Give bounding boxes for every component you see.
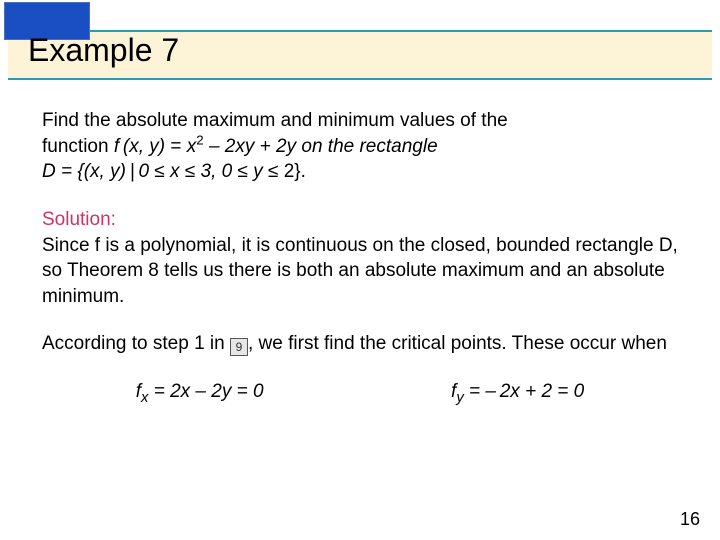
equations-row: fx = 2x – 2y = 0 fy = – 2x + 2 = 0 — [42, 379, 678, 405]
solution-p1-text: Since f is a polynomial, it is continuou… — [42, 235, 678, 307]
equation-fx: fx = 2x – 2y = 0 — [136, 379, 264, 405]
solution-paragraph-1: Solution: Since f is a polynomial, it is… — [42, 207, 678, 310]
header-block: Example 7 — [0, 0, 720, 85]
solution-paragraph-2: According to step 1 in 9, we first find … — [42, 331, 678, 357]
page-number: 16 — [680, 509, 700, 530]
func-x: x — [187, 136, 197, 157]
problem-line2-pre: function — [42, 136, 114, 157]
page-title: Example 7 — [28, 32, 179, 69]
func-eq: = — [165, 136, 187, 157]
leq2: ≤ — [185, 161, 195, 182]
solution-label: Solution: — [42, 209, 116, 230]
p2-post: , we first find the critical points. The… — [248, 333, 667, 354]
fy-rhs: = – 2x + 2 = 0 — [464, 381, 585, 402]
domain-mid1: x — [165, 161, 185, 182]
problem-statement: Find the absolute maximum and minimum va… — [42, 108, 678, 185]
boxed-step-icon: 9 — [230, 338, 248, 356]
equation-fy: fy = – 2x + 2 = 0 — [451, 379, 584, 405]
func-lhs: f (x, y) — [114, 136, 165, 157]
leq1: ≤ — [154, 161, 164, 182]
leq3: ≤ — [238, 161, 248, 182]
leq4: ≤ — [268, 161, 278, 182]
func-tail: – 2xy + 2y on the rectangle — [204, 136, 438, 157]
fx-rhs: = 2x – 2y = 0 — [148, 381, 263, 402]
domain-mid2: 3, 0 — [195, 161, 237, 182]
fy-sub: y — [456, 390, 463, 406]
domain-mid3: y — [248, 161, 268, 182]
func-sup: 2 — [196, 132, 203, 147]
domain-end: 2}. — [278, 161, 305, 182]
domain-pre: D = {(x, y) | 0 — [42, 161, 154, 182]
problem-line1: Find the absolute maximum and minimum va… — [42, 110, 508, 131]
p2-pre: According to step 1 in — [42, 333, 230, 354]
content-area: Find the absolute maximum and minimum va… — [42, 108, 678, 405]
